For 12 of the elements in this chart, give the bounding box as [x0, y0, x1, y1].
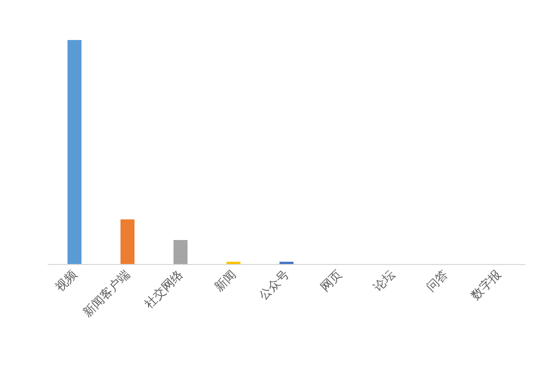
bar: [174, 240, 188, 264]
x-tick-label: 新闻客户端: [80, 267, 132, 320]
x-tick-label: 论坛: [370, 267, 398, 294]
x-tick-label: 数字报: [468, 267, 504, 302]
x-tick-label: 社交网络: [142, 267, 186, 311]
x-tick-label: 公众号: [256, 267, 292, 302]
bar: [68, 40, 82, 264]
x-tick-label: 问答: [424, 267, 450, 294]
bar: [120, 219, 134, 264]
x-tick-label: 视频: [52, 267, 80, 294]
x-tick-label: 网页: [318, 267, 344, 294]
x-tick-label: 新闻: [212, 267, 238, 294]
